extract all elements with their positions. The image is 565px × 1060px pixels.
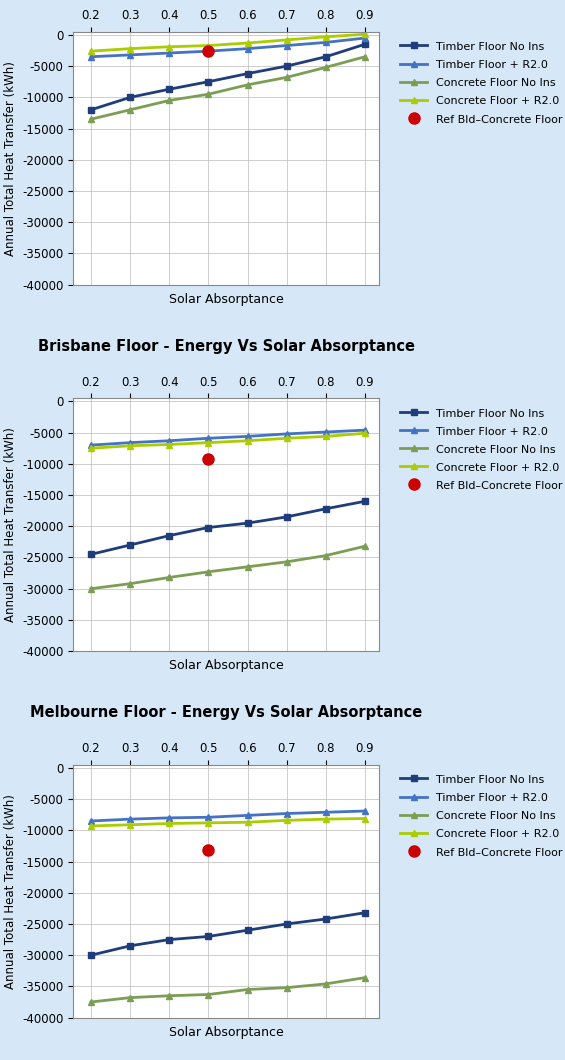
Y-axis label: Annual Total Heat Transfer (kWh): Annual Total Heat Transfer (kWh) xyxy=(4,794,17,989)
Legend: Timber Floor No Ins, Timber Floor + R2.0, Concrete Floor No Ins, Concrete Floor : Timber Floor No Ins, Timber Floor + R2.0… xyxy=(396,771,565,861)
Title: Brisbane Floor - Energy Vs Solar Absorptance: Brisbane Floor - Energy Vs Solar Absorpt… xyxy=(37,338,415,354)
Y-axis label: Annual Total Heat Transfer (kWh): Annual Total Heat Transfer (kWh) xyxy=(4,427,17,622)
X-axis label: Solar Absorptance: Solar Absorptance xyxy=(168,659,284,672)
X-axis label: Solar Absorptance: Solar Absorptance xyxy=(168,1026,284,1039)
Legend: Timber Floor No Ins, Timber Floor + R2.0, Concrete Floor No Ins, Concrete Floor : Timber Floor No Ins, Timber Floor + R2.0… xyxy=(396,37,565,128)
Legend: Timber Floor No Ins, Timber Floor + R2.0, Concrete Floor No Ins, Concrete Floor : Timber Floor No Ins, Timber Floor + R2.0… xyxy=(396,404,565,494)
X-axis label: Solar Absorptance: Solar Absorptance xyxy=(168,293,284,306)
Y-axis label: Annual Total Heat Transfer (kWh): Annual Total Heat Transfer (kWh) xyxy=(4,60,17,255)
Title: Melbourne Floor - Energy Vs Solar Absorptance: Melbourne Floor - Energy Vs Solar Absorp… xyxy=(30,705,422,720)
